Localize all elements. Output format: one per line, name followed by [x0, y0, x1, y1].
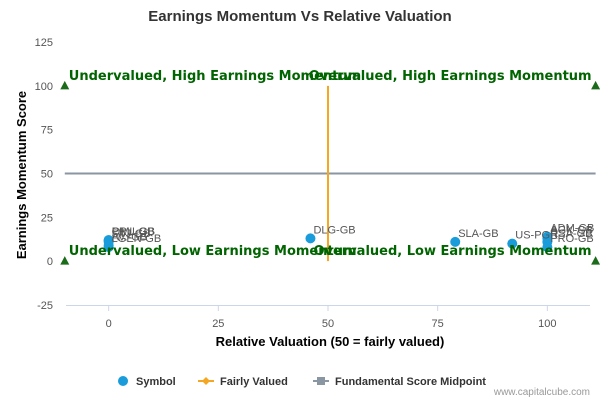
- quadrant-marker-triangle: [591, 80, 600, 90]
- y-tick-label: 125: [35, 37, 53, 49]
- point-label: RSA-GB: [550, 228, 592, 240]
- scatter-point[interactable]: [542, 242, 553, 253]
- point-label: OML-GB: [112, 226, 155, 238]
- quadrant-labels: Undervalued, High Earnings MomentumOverv…: [69, 69, 592, 259]
- y-tick-label: 0: [47, 256, 53, 268]
- point-label: LGEN-GB: [112, 233, 162, 245]
- reference-lines: [64, 85, 596, 262]
- point-label: PRO-GB: [550, 233, 593, 245]
- y-tick-label: 100: [35, 81, 53, 93]
- scatter-point[interactable]: [450, 236, 461, 247]
- point-label: AV.-GB: [112, 231, 147, 243]
- y-tick-label: 50: [41, 169, 53, 181]
- quadrant-marker-triangle: [60, 80, 70, 90]
- point-label: SLA-GB: [458, 228, 498, 240]
- legend-midpoint-square-icon: [317, 377, 325, 385]
- x-axis-ticks: 0 25 50 75 100: [106, 305, 557, 330]
- x-axis-title: Relative Valuation (50 = fairly valued): [216, 334, 445, 349]
- quadrant-markers: [60, 80, 600, 265]
- legend-item-fairly-valued[interactable]: Fairly Valued: [198, 376, 288, 388]
- legend-symbol-label: Symbol: [136, 376, 176, 388]
- x-tick-label: 75: [432, 318, 444, 330]
- y-tick-label: -25: [37, 300, 53, 312]
- legend-fairly-valued-label: Fairly Valued: [220, 376, 288, 388]
- y-axis-title: Earnings Momentum Score: [14, 91, 29, 259]
- point-label: STJ-GB: [112, 228, 151, 240]
- legend: Symbol Fairly Valued Fundamental Score M…: [118, 376, 486, 388]
- legend-symbol-icon: [118, 376, 128, 386]
- x-tick-label: 50: [322, 318, 334, 330]
- x-tick-label: 25: [212, 318, 224, 330]
- quadrant-label: Overvalued, Low Earnings Momentum: [313, 244, 591, 259]
- legend-midpoint-label: Fundamental Score Midpoint: [335, 376, 486, 388]
- point-label: DLG-GB: [313, 224, 355, 236]
- y-axis-ticks: -25 0 25 50 75 100 125: [35, 37, 53, 312]
- quadrant-marker-triangle: [60, 256, 70, 265]
- scatter-point[interactable]: [103, 242, 114, 253]
- x-tick-label: 100: [538, 318, 556, 330]
- legend-fairly-valued-diamond-icon: [202, 377, 210, 385]
- chart-title: Earnings Momentum Vs Relative Valuation: [148, 8, 451, 25]
- legend-item-fundamental-score-midpoint[interactable]: Fundamental Score Midpoint: [313, 376, 486, 388]
- scatter-point[interactable]: [507, 238, 518, 249]
- scatter-points: [103, 231, 553, 253]
- point-label: US-PGR: [515, 230, 558, 242]
- scatter-point[interactable]: [305, 233, 316, 244]
- y-tick-label: 25: [41, 212, 53, 224]
- quadrant-label: Undervalued, High Earnings Momentum: [69, 69, 361, 84]
- quadrant-label: Overvalued, High Earnings Momentum: [309, 69, 592, 84]
- quadrant-label: Undervalued, Low Earnings Momentum: [69, 244, 357, 259]
- quadrant-marker-triangle: [591, 256, 600, 265]
- point-label: PRU-GB: [112, 226, 155, 238]
- point-label: ADM-GB: [550, 223, 594, 235]
- legend-item-symbol[interactable]: Symbol: [118, 376, 176, 388]
- y-tick-label: 75: [41, 125, 53, 137]
- credit-text: www.capitalcube.com: [493, 387, 590, 398]
- x-tick-label: 0: [106, 318, 112, 330]
- point-label: AGK-GB: [550, 224, 593, 236]
